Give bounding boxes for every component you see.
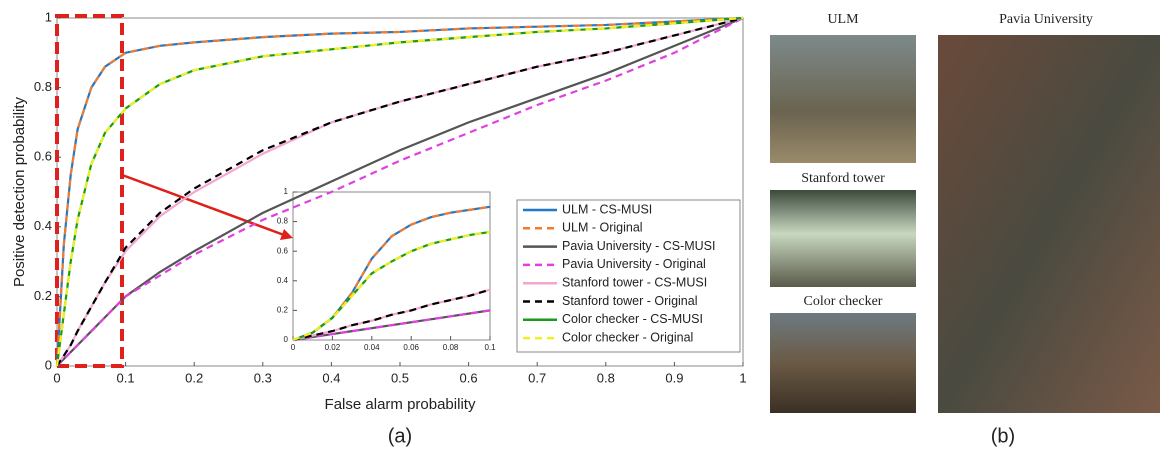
y-tick-label: 0.8 [34,79,52,94]
curve [292,309,491,342]
photo [770,190,916,287]
image-title: Stanford tower [801,171,885,186]
curve [55,16,744,367]
curve [56,16,744,367]
x-tick-label: 0.7 [528,370,546,385]
x-tick-label: 0.08 [443,343,459,352]
x-axis-label: False alarm probability [325,396,476,413]
legend-box [516,199,741,353]
curve [292,230,491,342]
x-tick-label: 0.2 [185,370,203,385]
y-tick-label: 1 [284,187,289,196]
x-tick-label: 0.5 [391,370,409,385]
curve [55,16,744,367]
photo [770,313,916,413]
y-tick-label: 0.4 [277,276,289,285]
panel-label: (b) [991,425,1015,447]
photo [770,35,916,163]
x-tick-label: 0.1 [484,343,496,352]
x-tick-label: 0.6 [460,370,478,385]
image-title: Pavia University [999,12,1093,27]
y-tick-label: 0 [284,335,289,344]
legend-label: Color checker - Original [562,330,693,344]
x-tick-label: 0.06 [403,343,419,352]
y-tick-label: 0.2 [277,306,289,315]
x-tick-label: 0.9 [665,370,683,385]
x-tick-label: 0 [53,370,60,385]
photo [938,35,1160,413]
legend-label: Pavia University - Original [562,257,706,271]
arrow-head [280,229,293,240]
y-tick-label: 0 [45,357,52,372]
y-axis-label: Positive detection probability [11,96,28,287]
x-tick-label: 0.1 [117,370,135,385]
x-tick-label: 0.8 [597,370,615,385]
inset-frame [292,191,491,341]
x-tick-label: 0.04 [364,343,380,352]
y-tick-label: 0.8 [277,217,289,226]
zoom-arrow [121,173,285,237]
legend-label: Color checker - CS-MUSI [562,312,703,326]
panel-label: (a) [388,425,412,447]
y-tick-label: 0.2 [34,288,52,303]
x-tick-label: 0 [291,343,296,352]
x-tick-label: 0.02 [325,343,341,352]
curve [56,17,744,367]
image-title: Color checker [804,294,883,309]
y-tick-label: 1 [45,9,52,24]
image-title: ULM [827,12,859,27]
y-tick-label: 0.6 [277,246,289,255]
zoom-box [55,14,124,368]
curve [292,288,491,342]
legend-label: Stanford tower - CS-MUSI [562,275,707,289]
y-tick-label: 0.6 [34,149,52,164]
legend-label: ULM - Original [562,221,643,235]
x-tick-label: 0.4 [322,370,340,385]
legend-label: Pavia University - CS-MUSI [562,239,716,253]
legend-label: Stanford tower - Original [562,294,697,308]
y-tick-label: 0.4 [34,218,52,233]
x-tick-label: 1 [739,370,746,385]
legend-label: ULM - CS-MUSI [562,202,652,216]
x-tick-label: 0.3 [254,370,272,385]
